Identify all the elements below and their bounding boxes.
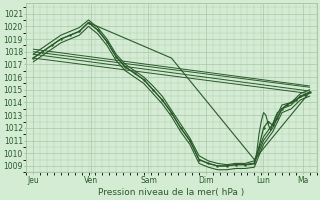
X-axis label: Pression niveau de la mer( hPa ): Pression niveau de la mer( hPa ) [98,188,244,197]
